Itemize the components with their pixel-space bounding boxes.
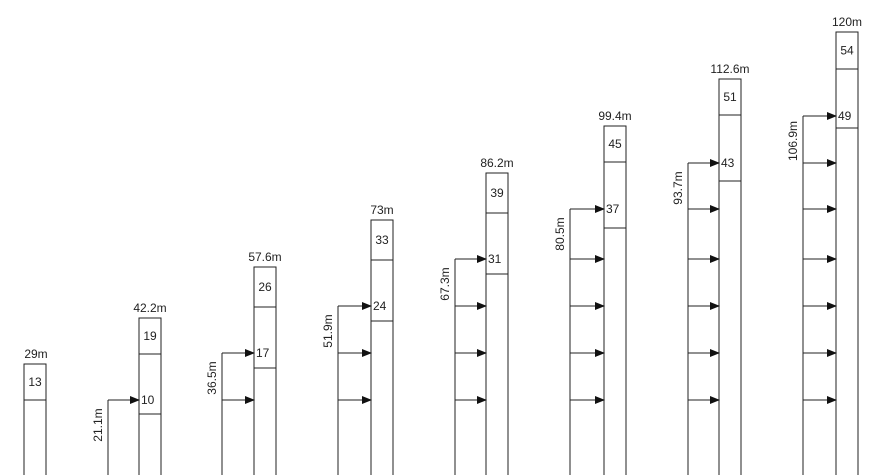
stage-height-label: 57.6m bbox=[248, 250, 281, 264]
stage-3: 57.6m 26 17 36.5m bbox=[205, 250, 282, 475]
base-mark-label: 31 bbox=[488, 252, 502, 266]
stage-2: 42.2m 19 10 21.1m bbox=[91, 301, 167, 475]
arrow-level-label: 93.7m bbox=[671, 171, 685, 204]
stage-height-label: 42.2m bbox=[133, 301, 166, 315]
base-mark-label: 17 bbox=[256, 346, 270, 360]
upper-mark-label: 19 bbox=[143, 329, 157, 343]
arrow-level-label: 51.9m bbox=[321, 314, 335, 347]
upper-mark-label: 39 bbox=[490, 186, 504, 200]
base-mark-label: 37 bbox=[606, 202, 620, 216]
stage-8: 120m 54 49 106.9m bbox=[786, 15, 862, 475]
stage-column bbox=[485, 172, 509, 475]
stage-column bbox=[718, 78, 742, 475]
stage-column bbox=[835, 31, 859, 475]
stage-7: 112.6m 51 43 93.7m bbox=[671, 62, 750, 475]
stage-column bbox=[23, 363, 47, 475]
stage-height-label: 120m bbox=[832, 15, 862, 29]
stage-column bbox=[370, 219, 394, 475]
upper-mark-label: 45 bbox=[608, 137, 622, 151]
stage-height-label: 86.2m bbox=[480, 156, 513, 170]
stage-height-label: 29m bbox=[24, 347, 47, 361]
upper-mark-label: 54 bbox=[840, 44, 854, 58]
upper-mark-label: 51 bbox=[723, 90, 737, 104]
base-mark-label: 24 bbox=[373, 299, 387, 313]
stage-height-label: 112.6m bbox=[710, 62, 749, 76]
stage-6: 99.4m 45 37 80.5m bbox=[553, 109, 632, 475]
upper-mark-label: 26 bbox=[258, 280, 272, 294]
arrow-level-label: 106.9m bbox=[786, 121, 800, 161]
stage-5: 86.2m 39 31 67.3m bbox=[438, 156, 514, 475]
base-mark-label: 10 bbox=[141, 393, 155, 407]
arrow-level-label: 80.5m bbox=[553, 217, 567, 250]
base-mark-label: 43 bbox=[721, 156, 735, 170]
arrow-level-label: 36.5m bbox=[205, 361, 219, 394]
arrow-level-label: 67.3m bbox=[438, 267, 452, 300]
stage-column bbox=[603, 125, 627, 475]
arrow-level-label: 21.1m bbox=[91, 408, 105, 441]
stage-4: 73m 33 24 51.9m bbox=[321, 203, 394, 475]
stage-height-label: 99.4m bbox=[598, 109, 631, 123]
stage-1: 29m 13 bbox=[23, 347, 48, 475]
stage-column bbox=[253, 266, 277, 475]
stage-height-label: 73m bbox=[370, 203, 393, 217]
base-mark-label: 49 bbox=[838, 109, 852, 123]
upper-mark-label: 13 bbox=[28, 375, 42, 389]
upper-mark-label: 33 bbox=[375, 233, 389, 247]
